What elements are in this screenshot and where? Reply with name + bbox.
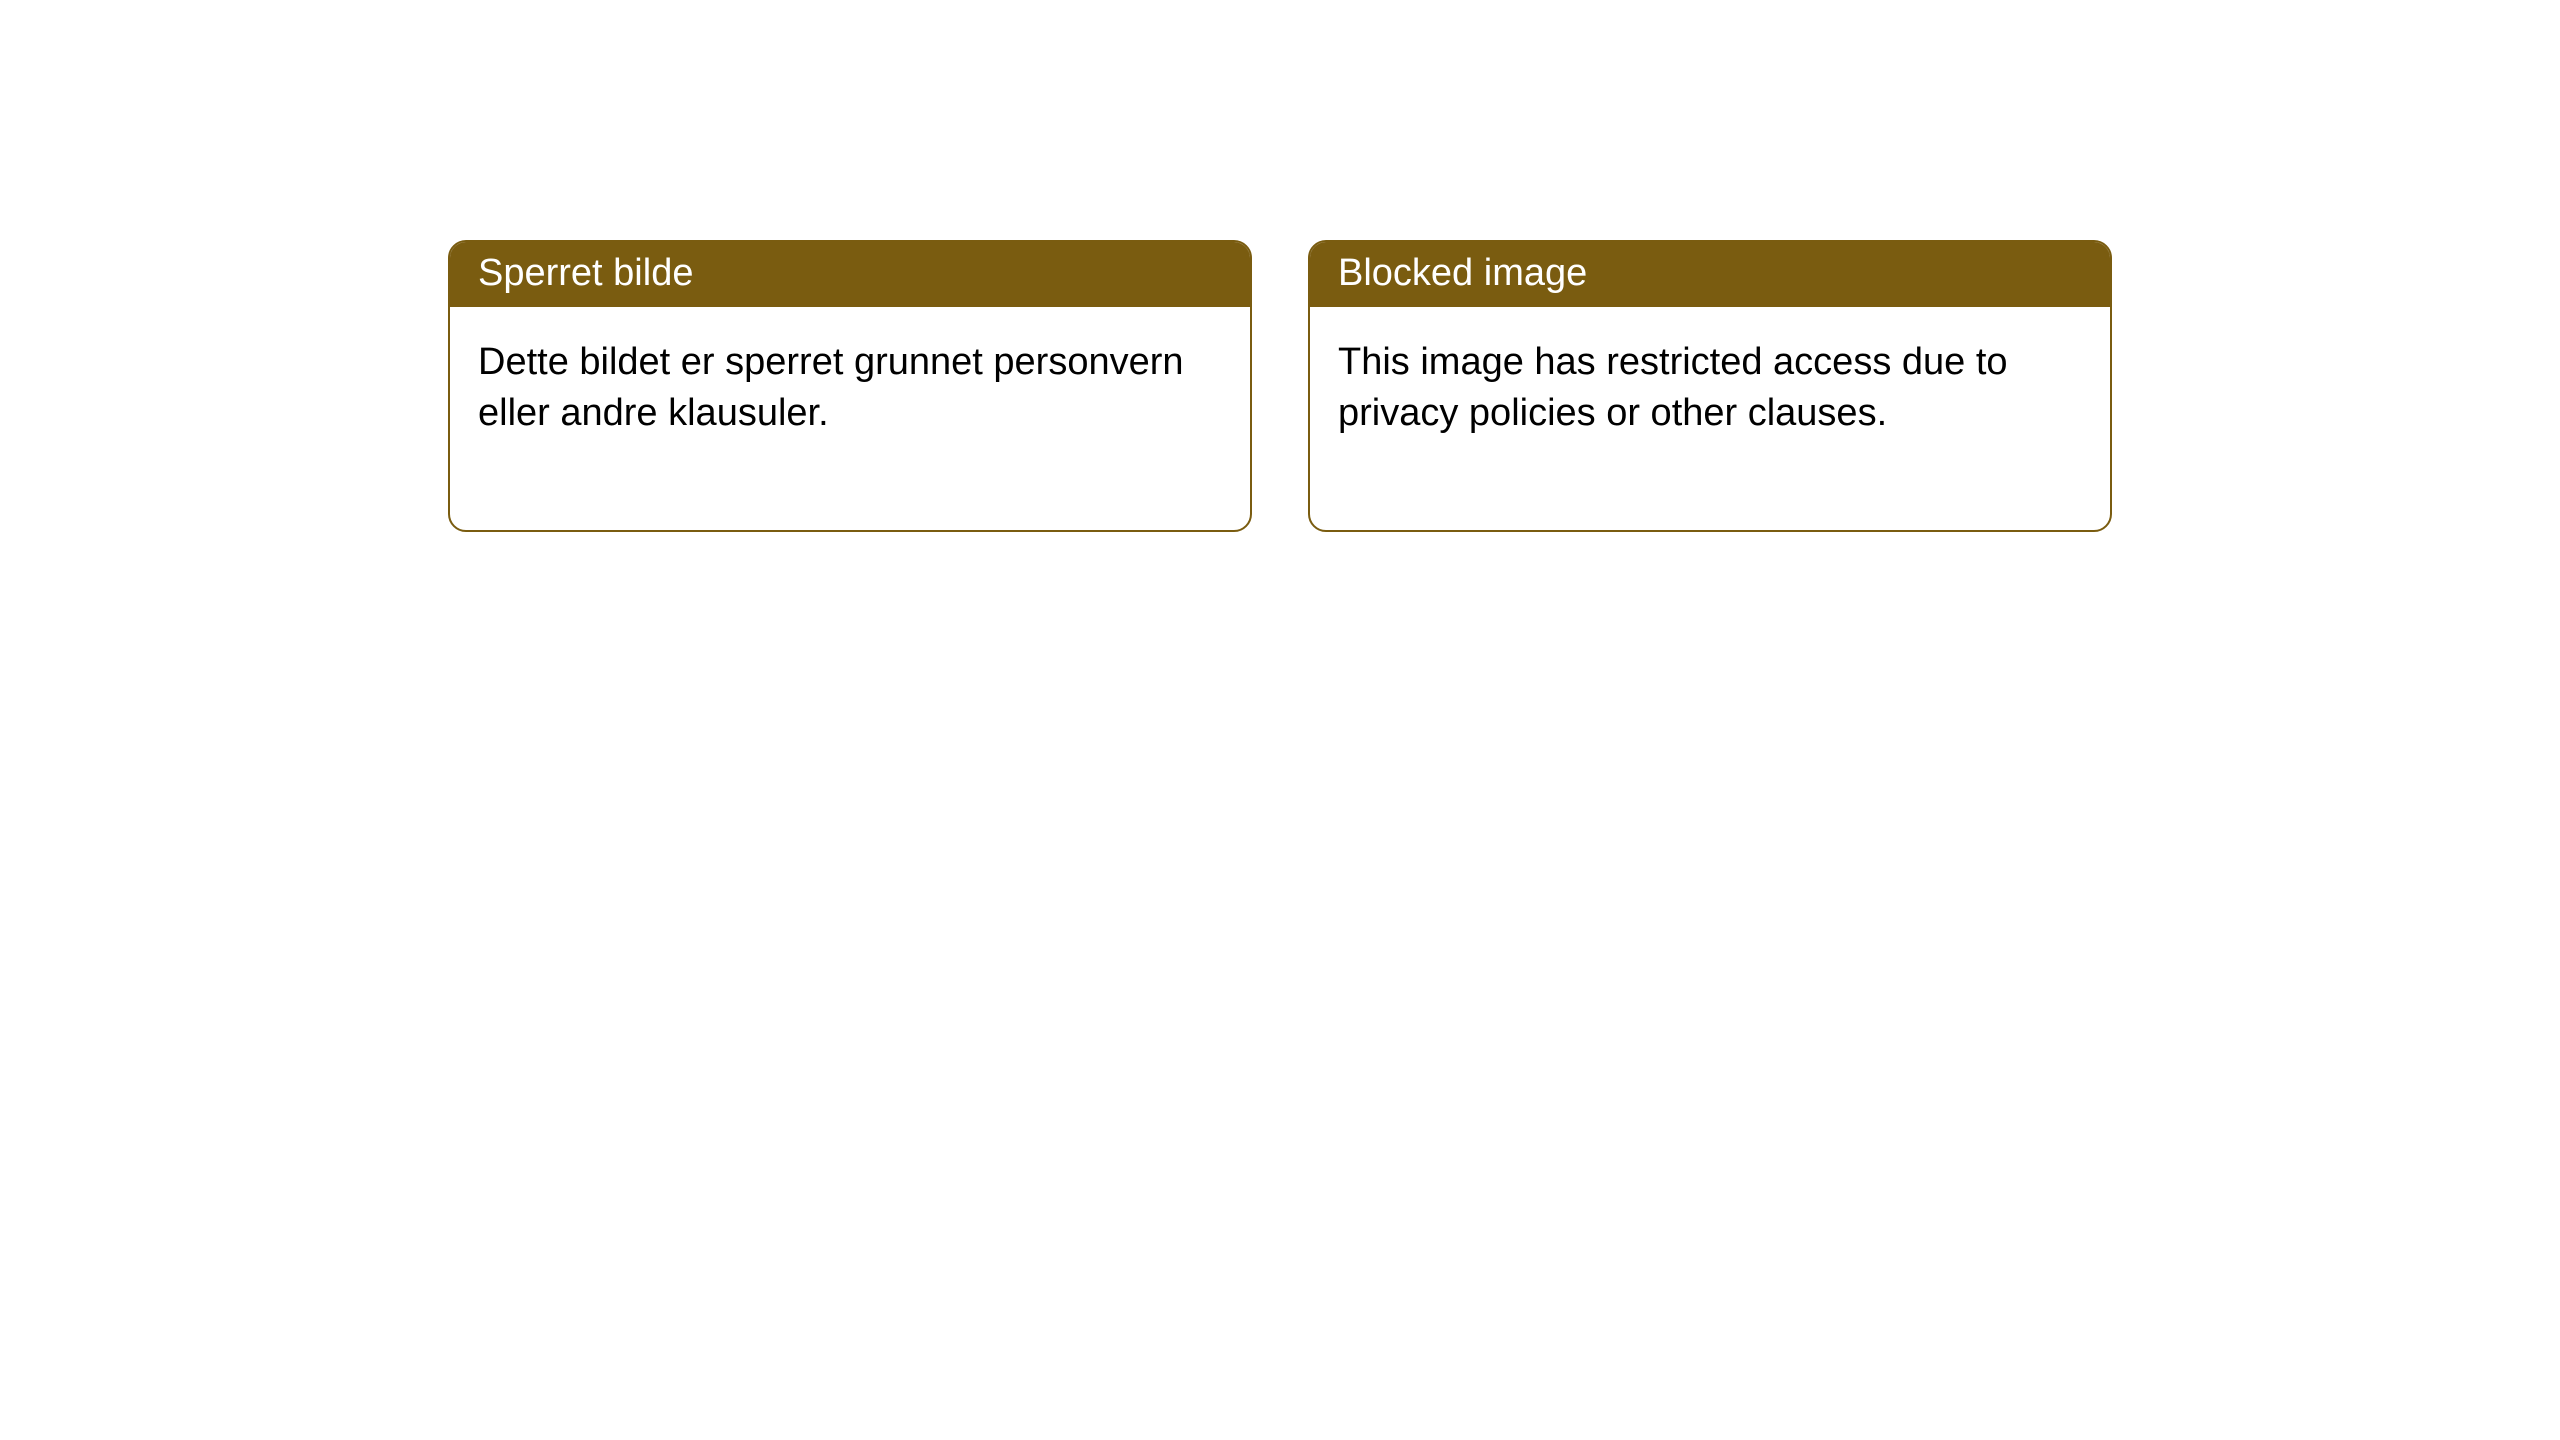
notice-body: Dette bildet er sperret grunnet personve… bbox=[450, 307, 1250, 530]
notice-body: This image has restricted access due to … bbox=[1310, 307, 2110, 530]
notice-card-norwegian: Sperret bilde Dette bildet er sperret gr… bbox=[448, 240, 1252, 532]
notice-card-english: Blocked image This image has restricted … bbox=[1308, 240, 2112, 532]
notice-container: Sperret bilde Dette bildet er sperret gr… bbox=[0, 0, 2560, 532]
notice-title: Blocked image bbox=[1310, 242, 2110, 307]
notice-title: Sperret bilde bbox=[450, 242, 1250, 307]
